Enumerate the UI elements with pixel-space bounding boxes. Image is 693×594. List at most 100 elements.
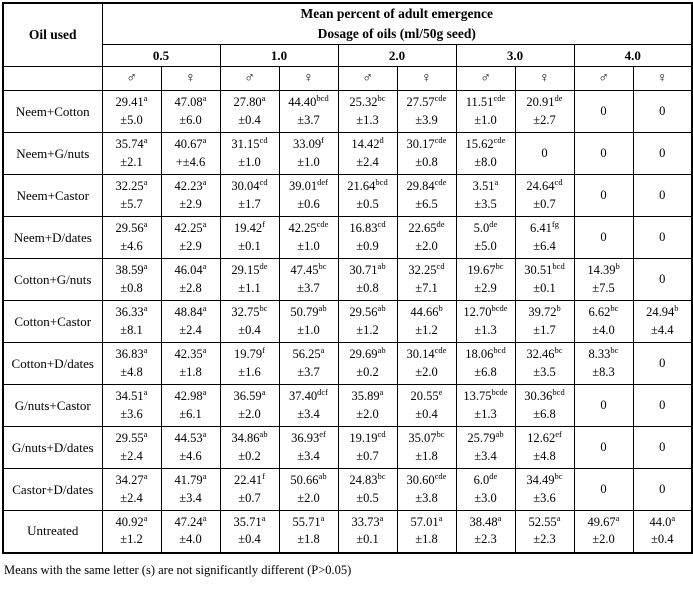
significance-letters: a (320, 512, 325, 523)
std-error: ±6.5 (415, 196, 438, 211)
data-cell: 32.46bc ±3.5 (514, 342, 575, 385)
std-error: ±2.4 (120, 490, 143, 505)
std-error: ±2.0 (415, 364, 438, 379)
dosage-header-0.5: 0.5 (101, 44, 221, 67)
mean-value: 57.01a (410, 512, 443, 529)
significance-letters: a (143, 512, 148, 523)
data-cell: 44.53a ±4.6 (160, 426, 221, 469)
mean-value: 33.09f (293, 135, 324, 152)
significance-letters: a (261, 512, 266, 523)
dosage-header-3.0: 3.0 (455, 44, 575, 67)
table-row: Castor+D/dates 34.27a ±2.4 41.79a ±3.4 22.41f… (2, 468, 693, 511)
significance-letters: a (202, 219, 207, 230)
data-cell: 35.71a ±0.4 (219, 510, 280, 553)
std-error: ±1.3 (474, 406, 497, 421)
data-cell: 0 (632, 174, 693, 217)
mean-value: 27.80a (233, 93, 266, 110)
table-row: Cotton+D/dates 36.83a ±4.8 42.35a ±1.8 19.79f… (2, 342, 693, 385)
significance-letters: a (143, 135, 148, 146)
std-error: ±4.0 (592, 322, 615, 337)
data-cell: 38.48a ±2.3 (455, 510, 516, 553)
data-cell: 29.55a ±2.4 (101, 426, 162, 469)
data-cell: 44.40bcd ±3.7 (278, 90, 339, 133)
significance-letters: a (202, 387, 207, 398)
table-row: Cotton+G/nuts 38.59a ±0.8 46.04a ±2.8 29.15de… (2, 258, 693, 301)
data-cell: 0 (632, 426, 693, 469)
significance-letters: fg (551, 219, 559, 230)
significance-letters: bc (554, 345, 563, 356)
mean-value: 27.57cde (406, 93, 447, 110)
table-row: Untreated 40.92a ±1.2 47.24a ±4.0 35.71a ±0.4 5… (2, 510, 693, 553)
mean-value: 3.51a (472, 177, 499, 194)
data-cell: 6.0de ±3.0 (455, 468, 516, 511)
table-title-line2: Dosage of oils (ml/50g seed) (317, 26, 476, 41)
significance-letters: cd (377, 429, 386, 440)
mean-value: 29.15de (231, 261, 268, 278)
mean-value: 32.46bc (526, 345, 563, 362)
std-error: ±3.4 (179, 490, 202, 505)
significance-letters: ef (555, 429, 562, 440)
significance-letters: ab (377, 345, 386, 356)
data-cell: 32.25cd ±7.1 (396, 258, 457, 301)
data-cell: 0 (573, 468, 634, 511)
std-error: ±0.4 (651, 532, 674, 547)
data-cell: 36.93ef ±3.4 (278, 426, 339, 469)
significance-letters: bcd (552, 261, 565, 272)
mean-value: 30.17cde (406, 135, 447, 152)
mean-value: 19.67bc (467, 261, 504, 278)
std-error: ±0.7 (533, 196, 556, 211)
data-cell: 52.55a ±2.3 (514, 510, 575, 553)
std-error: ±4.4 (651, 322, 674, 337)
data-cell: 24.83bc ±0.5 (337, 468, 398, 511)
mean-value: 50.79ab (290, 303, 327, 320)
mean-value: 35.74a (115, 135, 148, 152)
oil-name-cell: Untreated (2, 510, 103, 553)
data-cell: 41.79a ±3.4 (160, 468, 221, 511)
mean-value: 47.08a (174, 93, 207, 110)
data-cell: 24.64cd ±0.7 (514, 174, 575, 217)
std-error: ±4.6 (179, 448, 202, 463)
table-row: Neem+G/nuts 35.74a ±2.1 40.67a +±4.6 31.15cd ±… (2, 132, 693, 175)
mean-value: 29.84cde (406, 177, 447, 194)
std-error: ±3.7 (297, 280, 320, 295)
data-cell: 37.40dcf ±3.4 (278, 384, 339, 427)
data-cell: 20.55e ±0.4 (396, 384, 457, 427)
significance-letters: a (261, 93, 266, 104)
significance-letters: a (143, 219, 148, 230)
significance-letters: bcde (491, 387, 508, 398)
mean-value: 42.23a (174, 177, 207, 194)
significance-letters: bc (610, 345, 619, 356)
mean-value: 8.33bc (588, 345, 619, 362)
std-error: ±0.7 (356, 448, 379, 463)
significance-letters: cde (434, 471, 447, 482)
oil-name-cell: Neem+Cotton (2, 90, 103, 133)
data-cell: 47.45bc ±3.7 (278, 258, 339, 301)
std-error: ±8.0 (474, 154, 497, 169)
significance-letters: a (556, 512, 561, 523)
data-cell: 19.79f ±1.6 (219, 342, 280, 385)
significance-letters: cde (493, 135, 506, 146)
oil-name-cell: Neem+G/nuts (2, 132, 103, 175)
table-row: G/nuts+D/dates 29.55a ±2.4 44.53a ±4.6 34.86a… (2, 426, 693, 469)
mean-value: 34.49bc (526, 471, 563, 488)
significance-letters: ab (377, 303, 386, 314)
data-cell: 30.51bcd ±0.1 (514, 258, 575, 301)
std-error: ±6.1 (179, 406, 202, 421)
significance-letters: cde (493, 93, 506, 104)
data-cell: 29.41a ±5.0 (101, 90, 162, 133)
std-error: ±1.8 (297, 532, 320, 547)
std-error: ±0.4 (238, 532, 261, 547)
mean-value: 36.59a (233, 387, 266, 404)
significance-letters: bc (495, 261, 504, 272)
mean-value: 6.62bc (588, 303, 619, 320)
std-error: +±4.6 (175, 154, 206, 169)
significance-letters: de (554, 93, 563, 104)
significance-letters: cde (434, 345, 447, 356)
data-cell: 46.04a ±2.8 (160, 258, 221, 301)
significance-letters: cde (316, 219, 329, 230)
data-cell: 30.04cd ±1.7 (219, 174, 280, 217)
mean-value: 36.93ef (291, 429, 326, 446)
std-error: ±5.7 (120, 196, 143, 211)
emergence-table: Oil used Mean percent of adult emergence… (2, 2, 693, 554)
significance-letters: b (438, 303, 443, 314)
